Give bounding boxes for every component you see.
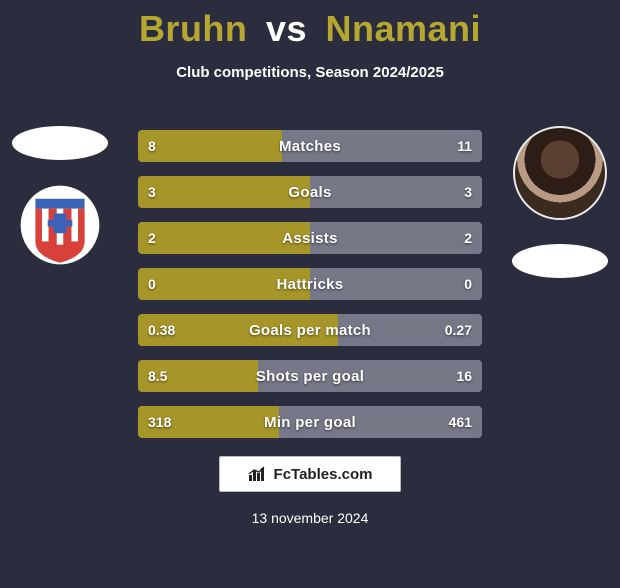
infographic-date: 13 november 2024 [0, 510, 620, 526]
stat-label: Min per goal [138, 406, 482, 438]
player2-avatar-photo [513, 126, 607, 220]
player1-name: Bruhn [139, 8, 247, 49]
stat-label: Goals [138, 176, 482, 208]
player1-club-badge-icon [19, 184, 101, 266]
brand-text: FcTables.com [274, 466, 373, 483]
stats-bar-chart: 811Matches 33Goals 22Assists 00Hattricks 0.3… [138, 130, 482, 438]
player2-club-placeholder [512, 244, 608, 278]
comparison-title: Bruhn vs Nnamani [0, 8, 620, 50]
stat-row: 811Matches [138, 130, 482, 162]
right-player-column [512, 126, 608, 278]
subtitle: Club competitions, Season 2024/2025 [0, 64, 620, 81]
player1-avatar-placeholder [12, 126, 108, 160]
stat-row: 8.516Shots per goal [138, 360, 482, 392]
stat-label: Assists [138, 222, 482, 254]
stat-row: 33Goals [138, 176, 482, 208]
chart-bars-icon [248, 465, 268, 483]
brand-attribution: FcTables.com [219, 456, 401, 492]
stat-label: Shots per goal [138, 360, 482, 392]
vs-separator: vs [266, 8, 307, 49]
stat-row: 00Hattricks [138, 268, 482, 300]
stat-row: 22Assists [138, 222, 482, 254]
stat-label: Hattricks [138, 268, 482, 300]
stat-row: 0.380.27Goals per match [138, 314, 482, 346]
stat-row: 318461Min per goal [138, 406, 482, 438]
player2-name: Nnamani [326, 8, 482, 49]
stat-label: Goals per match [138, 314, 482, 346]
left-player-column [12, 126, 108, 266]
stat-label: Matches [138, 130, 482, 162]
